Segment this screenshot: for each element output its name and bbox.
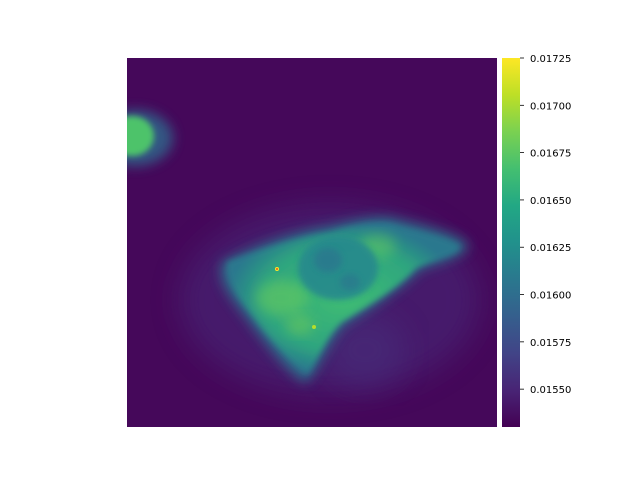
colorbar-tick-label: 0.01550 <box>530 385 571 396</box>
colorbar-tick-label: 0.01650 <box>530 196 571 207</box>
colorbar-tick-label: 0.01725 <box>530 54 571 65</box>
neighbor-cell <box>127 110 173 166</box>
colorbar-tick-label: 0.01600 <box>530 291 571 302</box>
colorbar-tick-label: 0.01675 <box>530 149 571 160</box>
colorbar-gradient <box>502 58 520 427</box>
colorbar-tick-label: 0.01575 <box>530 338 571 349</box>
colorbar-tick-label: 0.01625 <box>530 243 571 254</box>
colorbar: 0.01725 0.01700 0.01675 0.01650 0.01625 0.016… <box>502 54 571 427</box>
colorbar-tick-label: 0.01700 <box>530 101 571 112</box>
colorbar-ticks: 0.01725 0.01700 0.01675 0.01650 0.01625 0.016… <box>520 54 571 396</box>
micrograph-image <box>127 58 497 427</box>
